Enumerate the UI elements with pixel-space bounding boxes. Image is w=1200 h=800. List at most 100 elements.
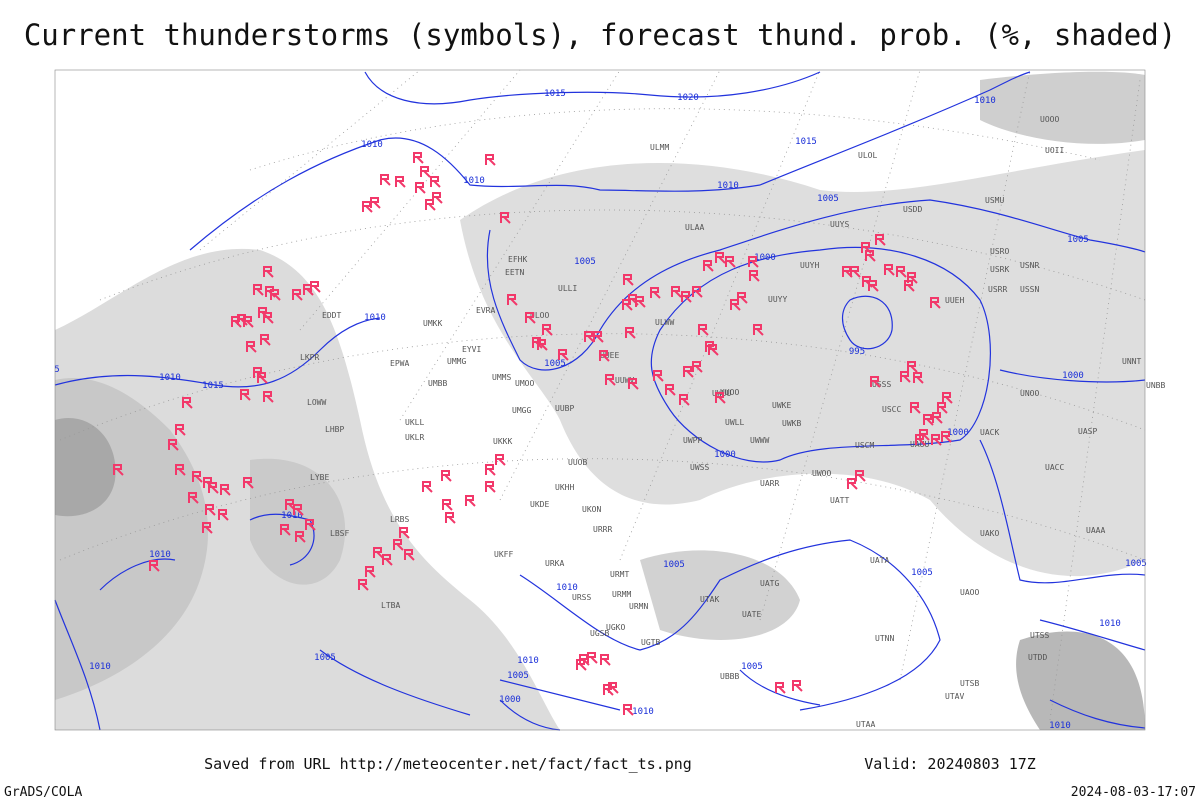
timestamp: 2024-08-03-17:07 bbox=[1071, 785, 1196, 800]
thunderstorm-symbol bbox=[415, 182, 426, 194]
station-label: URRR bbox=[593, 525, 612, 534]
isobar-label: 1000 bbox=[499, 695, 521, 705]
station-label: UKON bbox=[582, 505, 601, 514]
station-label: UACK bbox=[980, 428, 999, 437]
station-label: USRK bbox=[990, 265, 1009, 274]
thunderstorm-symbol bbox=[941, 431, 952, 443]
thunderstorm-symbol bbox=[380, 174, 391, 186]
station-label: USSS bbox=[872, 380, 891, 389]
station-label: UKLR bbox=[405, 433, 424, 442]
thunderstorm-symbol bbox=[692, 361, 703, 373]
station-label: UKDE bbox=[530, 500, 549, 509]
station-label: EVRA bbox=[476, 306, 495, 315]
thunderstorm-symbol bbox=[937, 402, 948, 414]
station-label: UACC bbox=[1045, 463, 1064, 472]
station-label: LOWW bbox=[307, 398, 326, 407]
thunderstorm-symbol bbox=[942, 392, 953, 404]
thunderstorm-symbol bbox=[441, 470, 452, 482]
station-label: UOII bbox=[1045, 146, 1064, 155]
isobar-label: 1010 bbox=[159, 373, 181, 383]
station-label: URMT bbox=[610, 570, 629, 579]
station-label: ULLI bbox=[558, 284, 577, 293]
thunderstorm-symbol bbox=[525, 312, 536, 324]
isobar-label: 1015 bbox=[795, 137, 817, 147]
thunderstorm-symbol bbox=[495, 454, 506, 466]
station-label: UWOO bbox=[812, 469, 831, 478]
station-label: UKKK bbox=[493, 437, 512, 446]
thunderstorm-symbol bbox=[692, 286, 703, 298]
station-label: UWSS bbox=[690, 463, 709, 472]
credit: GrADS/COLA bbox=[4, 785, 82, 800]
station-label: UAAA bbox=[1086, 526, 1105, 535]
thunderstorm-symbol bbox=[923, 414, 934, 426]
thunderstorm-symbol bbox=[422, 481, 433, 493]
thunderstorm-symbol bbox=[884, 264, 895, 276]
thunderstorm-symbol bbox=[931, 434, 942, 446]
station-label: UMOO bbox=[515, 379, 534, 388]
thunderstorm-symbol bbox=[698, 324, 709, 336]
thunderstorm-symbol bbox=[599, 350, 610, 362]
thunderstorm-symbol bbox=[683, 366, 694, 378]
shading bbox=[55, 70, 1145, 730]
station-label: UWPP bbox=[683, 436, 702, 445]
station-label: UMMS bbox=[492, 373, 511, 382]
thunderstorm-symbol bbox=[910, 402, 921, 414]
thunderstorm-symbol bbox=[665, 384, 676, 396]
station-label: UAOO bbox=[960, 588, 979, 597]
thunderstorm-symbol bbox=[558, 349, 569, 361]
station-label: UATE bbox=[742, 610, 761, 619]
station-label: UTAV bbox=[945, 692, 964, 701]
thunderstorm-symbol bbox=[370, 197, 381, 209]
isobar-label: 995 bbox=[849, 347, 865, 357]
thunderstorm-symbol bbox=[715, 392, 726, 404]
thunderstorm-symbol bbox=[220, 484, 231, 496]
title: Current thunderstorms (symbols), forecas… bbox=[24, 18, 1176, 52]
thunderstorm-symbol bbox=[246, 341, 257, 353]
station-label: UASP bbox=[1078, 427, 1097, 436]
station-label: ULOO bbox=[530, 311, 549, 320]
thunderstorm-symbol bbox=[725, 256, 736, 268]
isobar-label: 1010 bbox=[281, 511, 303, 521]
isobar-label: 1005 bbox=[314, 653, 336, 663]
station-label: UKLL bbox=[405, 418, 424, 427]
isobars bbox=[54, 71, 1146, 731]
isobar-label: 1000 bbox=[714, 450, 736, 460]
thunderstorm-symbol bbox=[382, 554, 393, 566]
thunderstorm-symbol bbox=[870, 376, 881, 388]
thunderstorm-symbol bbox=[679, 394, 690, 406]
thunderstorm-symbol bbox=[395, 176, 406, 188]
isobar-label: 1000 bbox=[947, 428, 969, 438]
thunderstorm-symbol bbox=[748, 256, 759, 268]
station-label: UNNT bbox=[1122, 357, 1141, 366]
thunderstorm-symbol bbox=[445, 512, 456, 524]
thunderstorm-symbol bbox=[280, 524, 291, 536]
station-label: UTSS bbox=[1030, 631, 1049, 640]
station-label: UUYH bbox=[800, 261, 819, 270]
station-label: ULOL bbox=[858, 151, 877, 160]
thunderstorm-symbol bbox=[775, 682, 786, 694]
valid-time: Valid: 20240803 17Z bbox=[864, 755, 1036, 773]
thunderstorm-symbol bbox=[253, 284, 264, 296]
isobar-label: 1010 bbox=[1099, 619, 1121, 629]
thunderstorm-symbol bbox=[865, 250, 876, 262]
thunderstorm-symbol bbox=[915, 434, 926, 446]
station-label: UMMG bbox=[447, 357, 466, 366]
station-label: USDD bbox=[903, 205, 922, 214]
thunderstorm-symbol bbox=[393, 539, 404, 551]
station-label: UAKO bbox=[980, 529, 999, 538]
thunderstorm-symbol bbox=[293, 504, 304, 516]
isobar-label: 1005 bbox=[741, 662, 763, 672]
thunderstorm-symbol bbox=[753, 324, 764, 336]
station-label: UUEH bbox=[945, 296, 964, 305]
station-label: ULMM bbox=[650, 143, 669, 152]
station-label: UMBB bbox=[428, 379, 447, 388]
station-label: UKFF bbox=[494, 550, 513, 559]
station-label: UTAK bbox=[700, 595, 719, 604]
thunderstorm-symbol bbox=[542, 324, 553, 336]
station-label: UUOO bbox=[720, 388, 739, 397]
thunderstorm-symbol bbox=[653, 370, 664, 382]
isobar-label: 1010 bbox=[364, 313, 386, 323]
station-label: EPWA bbox=[390, 359, 409, 368]
station-label: URSS bbox=[572, 593, 591, 602]
isobar-label: 1015 bbox=[202, 381, 224, 391]
